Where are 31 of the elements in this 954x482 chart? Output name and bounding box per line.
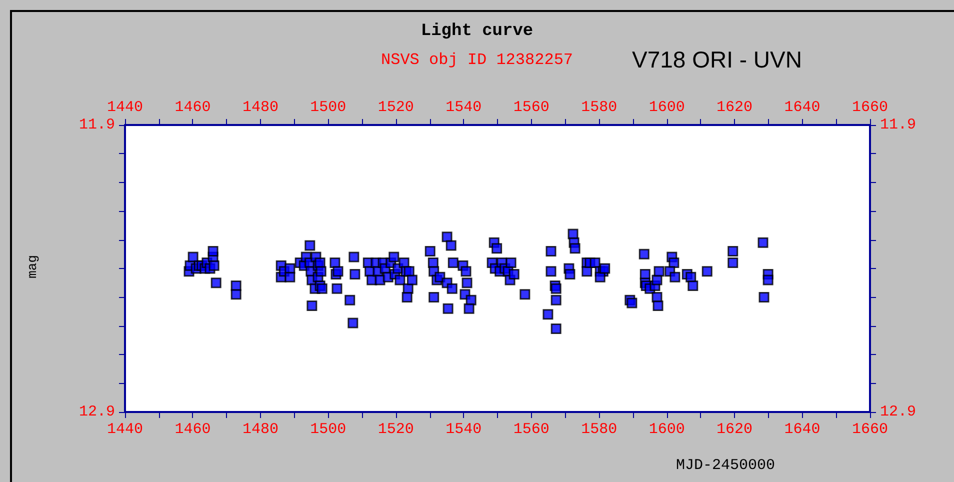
x2-tick-label: 1560 bbox=[513, 99, 550, 116]
y2-tick-label: 12.9 bbox=[880, 404, 916, 420]
x-tick-label: 1460 bbox=[174, 421, 211, 438]
x2-tick-label: 1500 bbox=[310, 99, 346, 116]
y2-tick-label: 11.9 bbox=[880, 116, 916, 134]
chart-subtitle: NSVS obj ID 12382257 bbox=[380, 51, 574, 69]
x-tick-label: 1560 bbox=[513, 421, 550, 438]
x-tick-label: 1480 bbox=[242, 421, 278, 438]
text: V718 ORI - UVN bbox=[632, 46, 802, 72]
x-tick-label: 1520 bbox=[378, 421, 414, 438]
x2-tick-label: 1440 bbox=[106, 99, 144, 116]
x-tick-label: 1660 bbox=[852, 421, 888, 438]
chart-title: Light curve bbox=[420, 22, 534, 41]
x-axis-title: MJD-2450000 bbox=[676, 457, 776, 474]
x-tick-label: 1540 bbox=[446, 421, 482, 438]
x-tick-label: 1620 bbox=[716, 421, 753, 438]
x-tick-label: 1500 bbox=[310, 421, 346, 438]
x2-tick-label: 1580 bbox=[581, 99, 618, 116]
x-tick-label: 1640 bbox=[784, 421, 820, 438]
x2-tick-label: 1520 bbox=[378, 99, 414, 116]
x-tick-label: 1440 bbox=[106, 421, 144, 438]
x2-tick-label: 1660 bbox=[852, 99, 888, 116]
x2-tick-label: 1460 bbox=[174, 99, 211, 116]
x2-tick-label: 1620 bbox=[716, 99, 753, 116]
x2-tick-label: 1480 bbox=[242, 99, 278, 116]
y-axis-title: mag bbox=[25, 255, 40, 278]
x2-tick-label: 1540 bbox=[446, 99, 482, 116]
x2-tick-label: 1600 bbox=[648, 99, 685, 116]
x2-tick-label: 1640 bbox=[784, 99, 820, 116]
x-tick-label: 1580 bbox=[581, 421, 618, 438]
x-tick-label: 1600 bbox=[648, 421, 685, 438]
